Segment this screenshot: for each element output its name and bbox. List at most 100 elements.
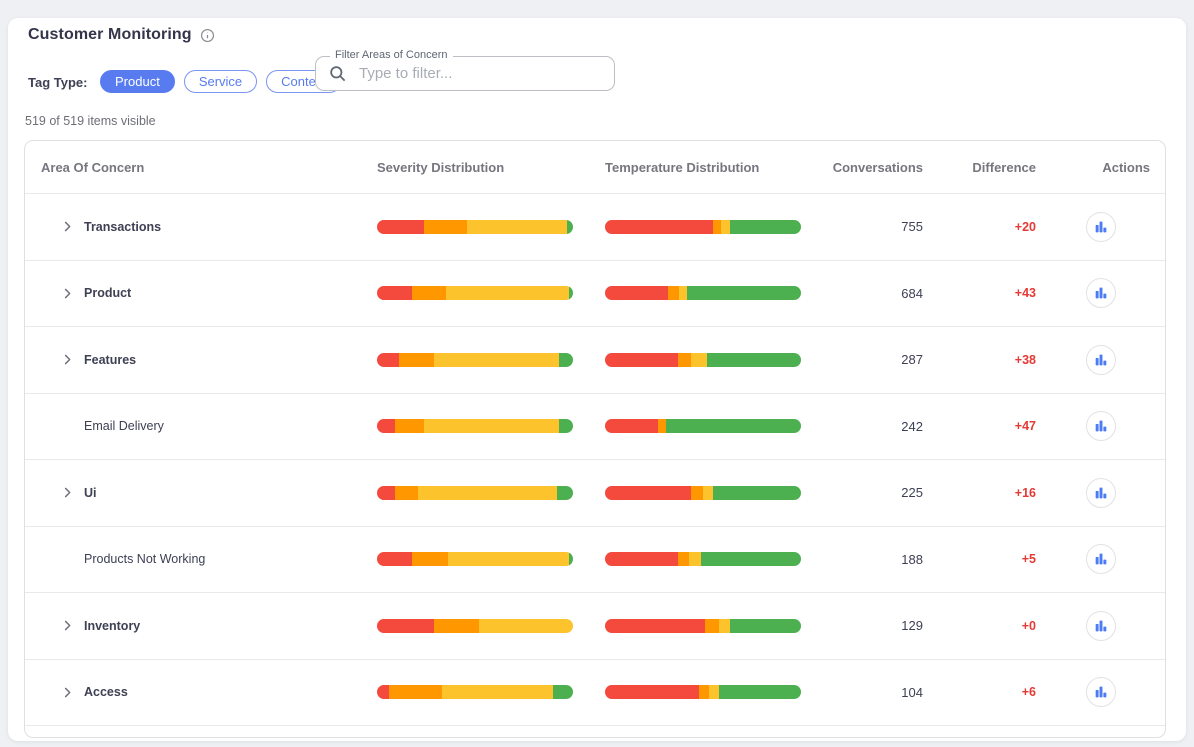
severity-bar [377, 618, 573, 633]
info-icon[interactable] [200, 28, 215, 43]
segment-orange [712, 219, 721, 234]
col-header-actions: Actions [1102, 159, 1150, 175]
view-chart-button[interactable] [1085, 610, 1116, 641]
difference-value: +47 [1014, 419, 1036, 434]
temperature-bar [605, 286, 801, 301]
segment-red [605, 485, 692, 500]
chevron-right-icon[interactable] [55, 281, 79, 305]
segment-green [559, 352, 573, 367]
segment-red [605, 419, 658, 434]
conversations-value: 684 [901, 285, 923, 301]
segment-yellow [467, 219, 568, 234]
conversations-value: 129 [901, 618, 923, 634]
segment-yellow [708, 685, 719, 700]
actions-cell [1036, 677, 1165, 708]
bar-chart-icon [1095, 221, 1106, 233]
severity-cell [377, 485, 573, 500]
conversations-value: 225 [901, 485, 923, 501]
area-cell: Email Delivery [25, 414, 377, 438]
table-row-partial [25, 725, 1165, 737]
tag-chip-product[interactable]: Product [100, 70, 175, 93]
view-chart-button[interactable] [1085, 278, 1116, 309]
segment-orange [412, 286, 446, 301]
temperature-cell [573, 552, 801, 567]
segment-red [377, 618, 434, 633]
severity-bar [377, 485, 573, 500]
actions-cell [1036, 610, 1165, 641]
severity-cell [377, 419, 573, 434]
chevron-right-icon[interactable] [55, 680, 79, 704]
area-label: Features [84, 352, 137, 367]
severity-cell [377, 286, 573, 301]
segment-yellow [424, 419, 560, 434]
severity-bar [377, 552, 573, 567]
area-label: Access [84, 685, 128, 700]
difference-value: +20 [1014, 219, 1036, 234]
view-chart-button[interactable] [1085, 411, 1116, 442]
segment-green [559, 419, 573, 434]
severity-cell [377, 552, 573, 567]
view-chart-button[interactable] [1085, 477, 1116, 508]
segment-orange [699, 685, 709, 700]
temperature-bar [605, 485, 801, 500]
filter-input[interactable] [359, 65, 599, 82]
difference-value: +38 [1014, 352, 1036, 367]
chevron-right-icon[interactable] [55, 481, 79, 505]
view-chart-button[interactable] [1085, 677, 1116, 708]
chevron-right-icon[interactable] [55, 614, 79, 638]
tag-chip-service[interactable]: Service [183, 70, 258, 93]
segment-green [730, 618, 801, 633]
segment-green [712, 485, 801, 500]
area-label: Products Not Working [84, 552, 206, 567]
segment-yellow [433, 352, 560, 367]
segment-orange [388, 685, 442, 700]
area-label: Product [84, 286, 132, 301]
severity-cell [377, 219, 573, 234]
view-chart-button[interactable] [1085, 344, 1116, 375]
difference-value: +16 [1014, 485, 1036, 500]
temperature-cell [573, 219, 801, 234]
search-icon [328, 64, 347, 83]
area-label: Inventory [84, 618, 141, 633]
segment-orange [394, 485, 419, 500]
table-row: Products Not Working 188 +5 [25, 525, 1165, 593]
chevron-right-icon[interactable] [55, 215, 79, 239]
segment-yellow [445, 286, 570, 301]
view-chart-button[interactable] [1085, 544, 1116, 575]
segment-yellow [718, 618, 731, 633]
table-row: Transactions 755 +20 [25, 193, 1165, 260]
temperature-bar [605, 352, 801, 367]
segment-yellow [691, 352, 707, 367]
chevron-right-icon[interactable] [55, 348, 79, 372]
view-chart-button[interactable] [1085, 211, 1116, 242]
main-panel: Customer Monitoring Tag Type: Product Ser… [8, 18, 1186, 741]
conversations-value: 242 [901, 418, 923, 434]
severity-bar [377, 419, 573, 434]
col-header-difference: Difference [972, 159, 1036, 175]
segment-orange [398, 352, 434, 367]
segment-yellow [679, 286, 688, 301]
col-header-area-of-concern: Area Of Concern [41, 159, 145, 175]
area-label: Transactions [84, 219, 162, 234]
severity-cell [377, 618, 573, 633]
area-cell: Products Not Working [25, 547, 377, 571]
difference-value: +0 [1021, 618, 1036, 633]
temperature-bar [605, 618, 801, 633]
severity-cell [377, 685, 573, 700]
segment-green [687, 286, 801, 301]
conversations-value: 287 [901, 352, 923, 368]
bar-chart-icon [1095, 686, 1106, 698]
bar-chart-icon [1095, 553, 1106, 565]
bar-chart-icon [1095, 420, 1106, 432]
segment-orange [677, 352, 692, 367]
segment-green [730, 219, 801, 234]
table-row: Features 287 +38 [25, 326, 1165, 393]
table-row: Email Delivery 242 +47 [25, 392, 1165, 460]
segment-red [377, 419, 395, 434]
bar-chart-icon [1095, 487, 1106, 499]
segment-red [605, 219, 713, 234]
segment-yellow [441, 685, 554, 700]
difference-value: +6 [1021, 685, 1036, 700]
segment-orange [424, 219, 468, 234]
actions-cell [1036, 278, 1165, 309]
